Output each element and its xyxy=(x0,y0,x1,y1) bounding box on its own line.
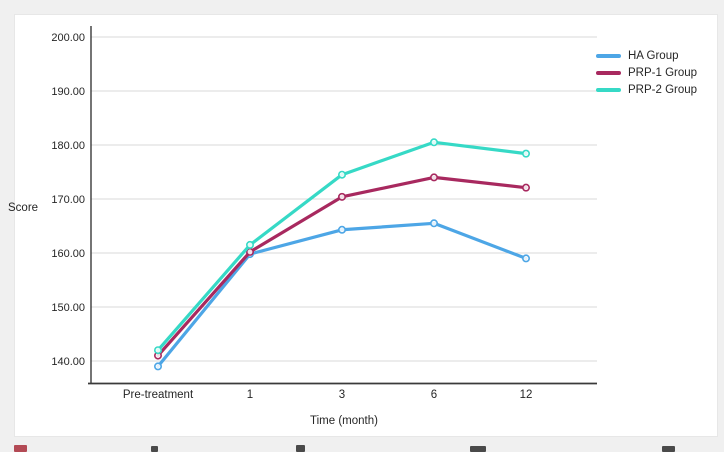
x-tick-label: 1 xyxy=(247,389,253,401)
x-tick-label: Pre-treatment xyxy=(123,389,194,401)
caption-fragment-red xyxy=(14,445,27,452)
data-point xyxy=(521,183,530,192)
legend: HA Group PRP-1 Group PRP-2 Group xyxy=(596,50,697,96)
y-tick-label: 200.00 xyxy=(51,32,85,44)
data-point xyxy=(429,173,438,182)
y-tick-label: 140.00 xyxy=(51,356,85,368)
legend-label: PRP-2 Group xyxy=(628,84,698,96)
caption-fragment xyxy=(470,446,486,452)
data-point xyxy=(429,219,438,228)
legend-label: PRP-1 Group xyxy=(628,67,698,79)
series-line-prp-1-group xyxy=(156,175,528,358)
caption-fragment xyxy=(296,445,305,452)
data-point xyxy=(337,225,346,234)
caption-fragment xyxy=(662,446,675,452)
data-point xyxy=(154,346,163,355)
data-point xyxy=(337,170,346,179)
x-tick-label: 12 xyxy=(520,389,533,401)
chart-panel xyxy=(14,14,718,437)
caption-fragment xyxy=(151,446,158,452)
data-point xyxy=(154,362,163,371)
data-point xyxy=(521,254,530,263)
y-tick-label: 170.00 xyxy=(51,194,85,206)
legend-swatch xyxy=(596,54,621,58)
y-axis-title: Score xyxy=(8,202,39,214)
cut-off-caption-fragments xyxy=(0,442,724,452)
legend-item-prp-1-group: PRP-1 Group xyxy=(596,67,697,79)
y-tick-label: 150.00 xyxy=(51,302,85,314)
legend-swatch xyxy=(596,88,621,92)
legend-item-ha-group: HA Group xyxy=(596,50,697,62)
x-tick-label: 6 xyxy=(431,389,437,401)
legend-item-prp-2-group: PRP-2 Group xyxy=(596,84,697,96)
legend-label: HA Group xyxy=(628,50,679,62)
x-tick-label: 3 xyxy=(339,389,345,401)
data-point xyxy=(246,240,255,249)
y-tick-label: 160.00 xyxy=(51,248,85,260)
legend-swatch xyxy=(596,71,621,75)
x-axis-title: Time (month) xyxy=(310,415,378,427)
y-tick-label: 190.00 xyxy=(51,86,85,98)
data-point xyxy=(521,149,530,158)
y-tick-label: 180.00 xyxy=(51,140,85,152)
data-point xyxy=(429,138,438,147)
data-point xyxy=(337,192,346,201)
